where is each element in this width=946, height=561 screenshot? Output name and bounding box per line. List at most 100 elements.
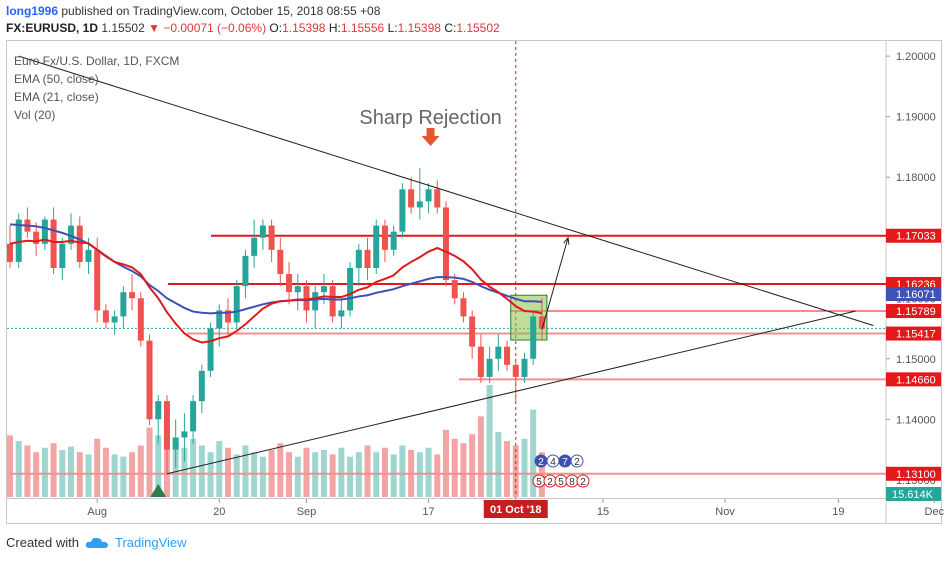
legend-ema50[interactable]: EMA (50, close): [14, 72, 99, 86]
volume-bar: [521, 438, 528, 497]
candle-body: [163, 401, 170, 450]
volume-bar: [329, 454, 336, 497]
ema21-price-label: 1.16071: [896, 289, 936, 301]
y-tick-label: 1.15000: [896, 354, 936, 366]
ema21-line: [9, 238, 543, 344]
candle-body: [477, 346, 484, 377]
volume-bar: [85, 454, 92, 497]
price-label-box: [886, 304, 941, 319]
price-label: 1.13100: [896, 469, 936, 481]
volume-bar: [530, 409, 537, 497]
candle-body: [538, 316, 545, 329]
volume-bar: [172, 443, 179, 497]
candle-body: [434, 189, 441, 208]
candle-body: [155, 401, 162, 420]
y-tick-label: 1.14000: [896, 414, 936, 426]
candle-body: [120, 292, 127, 317]
price-label-box: [886, 228, 941, 243]
volume-bar: [50, 443, 57, 497]
candle-body: [15, 219, 22, 262]
volume-bar: [469, 434, 476, 497]
candle-body: [7, 243, 13, 262]
candle-body: [504, 346, 511, 365]
candle-body: [373, 225, 380, 268]
author-username[interactable]: long1996: [6, 4, 59, 18]
candle-body: [399, 189, 406, 232]
candle-body: [137, 298, 144, 341]
volume-bar: [443, 429, 449, 497]
x-tick-label: 17: [422, 506, 434, 518]
candle-body: [521, 358, 528, 377]
publish-info: published on TradingView.com, October 15…: [61, 4, 381, 18]
volume-bar: [242, 445, 249, 497]
current-date-label: 01 Oct '18: [490, 504, 542, 516]
volume-bar: [120, 456, 127, 497]
candle-body: [312, 292, 319, 311]
volume-bar: [259, 456, 266, 497]
price-label-box: [886, 466, 941, 481]
candle-body: [172, 437, 179, 450]
sharp-rejection-annotation: Sharp Rejection: [359, 107, 501, 129]
legend-title: Euro Fx/U.S. Dollar, 1D, FXCM: [14, 54, 180, 68]
volume-bar: [303, 447, 310, 497]
candle-body: [225, 310, 231, 323]
volume-bar: [477, 416, 484, 497]
up-arrow-marker-icon: [150, 484, 167, 497]
volume-bar: [216, 441, 223, 497]
event-badge-count: 2: [547, 477, 553, 488]
chart-frame: [6, 40, 942, 524]
last-price: 1.15502: [101, 21, 145, 35]
legend-ema21[interactable]: EMA (21, close): [14, 90, 99, 104]
volume-bar: [111, 454, 118, 497]
candle-body: [277, 249, 284, 275]
current-date-label-box: [483, 500, 548, 518]
event-badge-count: 7: [562, 457, 568, 468]
event-badge-count: 2: [538, 457, 544, 468]
volume-bar: [7, 435, 13, 497]
candle-body: [443, 207, 449, 281]
price-label: 1.14660: [896, 374, 936, 386]
price-change: −0.00071 (−0.06%): [163, 21, 267, 35]
event-badge-flag-icon: [570, 454, 584, 468]
tradingview-brand-link[interactable]: TradingView: [114, 535, 187, 550]
candle-body: [381, 225, 388, 250]
projection-arrow-line: [541, 237, 569, 330]
candle-body: [190, 401, 197, 432]
candle-body: [111, 316, 118, 323]
candle-body: [259, 225, 266, 238]
candle-body: [68, 225, 75, 244]
open-value: 1.15398: [282, 21, 326, 35]
volume-bar: [15, 441, 22, 497]
candle-body: [50, 219, 57, 268]
trendline: [166, 310, 856, 475]
legend-volume[interactable]: Vol (20): [14, 108, 56, 122]
event-badge-count: 4: [550, 457, 556, 468]
candle-body: [329, 286, 336, 317]
candle-body: [129, 292, 136, 299]
candle-body: [425, 189, 432, 202]
candle-body: [41, 219, 48, 244]
tradingview-cloud-icon: [85, 537, 108, 548]
volume-bar: [155, 435, 162, 497]
volume-bar: [24, 445, 31, 497]
high-label: H:: [328, 21, 341, 35]
volume-bar: [425, 447, 432, 497]
candle-body: [460, 298, 467, 317]
event-badges: 2 4 7 25 2 5 8 2: [532, 454, 590, 488]
x-tick-label: Nov: [715, 506, 735, 518]
x-tick-label: Sep: [297, 506, 317, 518]
y-tick-label: 1.19000: [896, 112, 936, 124]
candle-body: [233, 286, 240, 323]
candle-body: [251, 237, 258, 256]
open-label: O:: [269, 21, 283, 35]
candle-body: [338, 310, 345, 317]
volume-bar: [294, 456, 301, 497]
candle-body: [33, 231, 40, 244]
x-tick-label: Dec: [925, 506, 945, 518]
down-arrow-icon: ▼: [148, 21, 160, 35]
low-label: L:: [387, 21, 398, 35]
created-with-label: Created with: [6, 535, 79, 550]
price-label-box: [886, 326, 941, 341]
event-badge-count: 8: [569, 477, 575, 488]
